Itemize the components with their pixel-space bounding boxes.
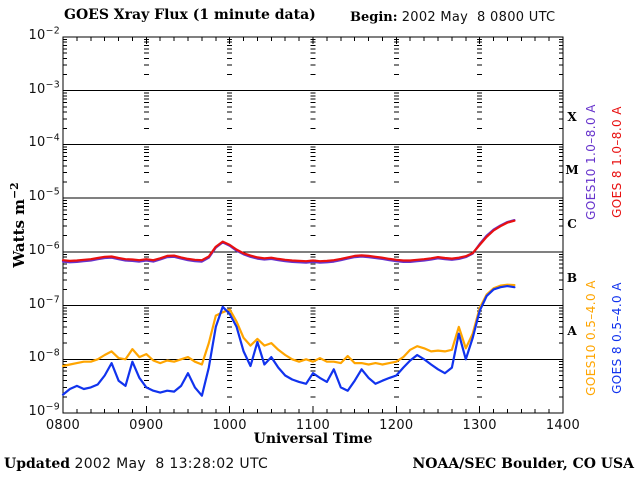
flux-curve-goes8-short — [61, 285, 516, 397]
flux-curve-goes8-long — [61, 219, 516, 263]
flux-curve-goes10-long — [61, 219, 516, 264]
flux-curve-goes10-short — [61, 283, 516, 368]
